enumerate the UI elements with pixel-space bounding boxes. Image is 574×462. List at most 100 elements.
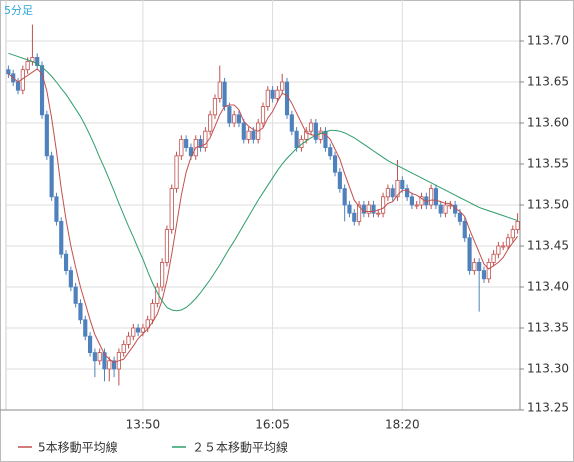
candle-body xyxy=(342,188,347,206)
candle-body xyxy=(222,81,227,108)
candle-body xyxy=(25,61,30,71)
y-tick-label: 113.60 xyxy=(527,116,569,130)
candle-body xyxy=(54,196,59,222)
candle-body xyxy=(160,261,165,288)
candle-body xyxy=(505,237,511,247)
candle-body xyxy=(308,122,314,132)
candle-body xyxy=(208,114,213,132)
candle-body xyxy=(188,147,194,157)
candle-body xyxy=(150,302,155,321)
candle-body xyxy=(174,155,179,190)
candle-body xyxy=(467,237,472,272)
candle-body xyxy=(347,204,352,214)
candle-body xyxy=(376,212,381,215)
candle-body xyxy=(361,204,366,214)
candle-body xyxy=(462,220,467,239)
candle-body xyxy=(419,196,424,206)
candle-body xyxy=(107,360,112,370)
candle-body xyxy=(121,343,126,353)
y-tick-label: 113.45 xyxy=(527,239,569,253)
candle-body xyxy=(198,138,203,148)
y-tick-label: 113.65 xyxy=(527,75,569,89)
candle-body xyxy=(366,204,371,214)
candle-body xyxy=(169,188,174,231)
candle-body xyxy=(251,130,256,140)
candle-body xyxy=(136,327,141,333)
candle-body xyxy=(443,204,448,214)
candle-body xyxy=(385,188,390,198)
candle-body xyxy=(433,188,439,206)
candle-body xyxy=(63,253,69,271)
legend-label: 5本移動平均線 xyxy=(38,440,118,455)
candle-body xyxy=(112,360,117,370)
candle-body xyxy=(486,261,491,280)
candle-body xyxy=(515,220,520,230)
candle-body xyxy=(44,114,49,157)
candle-body xyxy=(35,57,40,67)
candle-body xyxy=(332,155,338,173)
candle-body xyxy=(241,122,246,140)
candle-body xyxy=(337,171,342,189)
candle-body xyxy=(477,261,482,271)
y-tick-label: 113.55 xyxy=(527,157,569,171)
candle-body xyxy=(395,179,400,198)
candle-body xyxy=(227,106,232,124)
candle-body xyxy=(59,220,64,255)
candle-body xyxy=(414,204,419,207)
candle-body xyxy=(68,270,73,288)
candle-body xyxy=(381,196,386,214)
candle-body xyxy=(83,319,88,337)
candle-body xyxy=(280,81,285,91)
candle-body xyxy=(270,89,275,99)
candle-body xyxy=(236,114,242,124)
candle-body xyxy=(102,352,107,370)
candle-body xyxy=(232,114,237,124)
y-tick-label: 113.30 xyxy=(527,362,569,376)
candle-body xyxy=(284,81,290,116)
candle-body xyxy=(457,212,463,222)
x-tick-label: 16:05 xyxy=(255,418,290,432)
candle-body xyxy=(39,65,45,116)
x-tick-label: 18:20 xyxy=(385,418,420,432)
candle-body xyxy=(289,114,294,132)
candle-body xyxy=(304,130,309,140)
candle-body xyxy=(371,204,376,214)
candle-body xyxy=(491,253,496,263)
candle-body xyxy=(352,212,357,222)
candle-body xyxy=(6,69,11,75)
y-tick-label: 113.70 xyxy=(527,34,569,48)
y-tick-label: 113.35 xyxy=(527,321,569,335)
candle-body xyxy=(328,147,333,157)
candle-body xyxy=(472,261,477,271)
ma-line xyxy=(8,52,518,312)
chart-title: 5分足 xyxy=(4,4,33,17)
candle-body xyxy=(481,270,487,280)
candle-body xyxy=(179,138,184,157)
candle-body xyxy=(294,130,299,148)
candle-body xyxy=(313,122,318,140)
candle-body xyxy=(87,335,93,354)
candle-body xyxy=(140,327,145,333)
candle-body xyxy=(496,245,501,255)
legend-label: ２５本移動平均線 xyxy=(192,440,288,455)
candle-body xyxy=(126,335,131,345)
candle-body xyxy=(78,302,83,321)
candle-body xyxy=(203,130,208,148)
candle-body xyxy=(265,89,270,107)
candle-body xyxy=(318,130,323,140)
candle-body xyxy=(49,155,54,198)
candle-body xyxy=(260,106,266,124)
candle-body xyxy=(246,130,251,140)
y-tick-label: 113.25 xyxy=(527,401,569,415)
candle-body xyxy=(131,327,136,337)
candle-body xyxy=(510,229,515,239)
candle-body xyxy=(217,81,222,99)
candle-body xyxy=(184,138,189,148)
y-tick-label: 113.50 xyxy=(527,198,569,212)
y-tick-label: 113.40 xyxy=(527,280,569,294)
candle-body xyxy=(356,204,362,222)
candle-body xyxy=(501,245,506,248)
candle-body xyxy=(400,179,405,189)
